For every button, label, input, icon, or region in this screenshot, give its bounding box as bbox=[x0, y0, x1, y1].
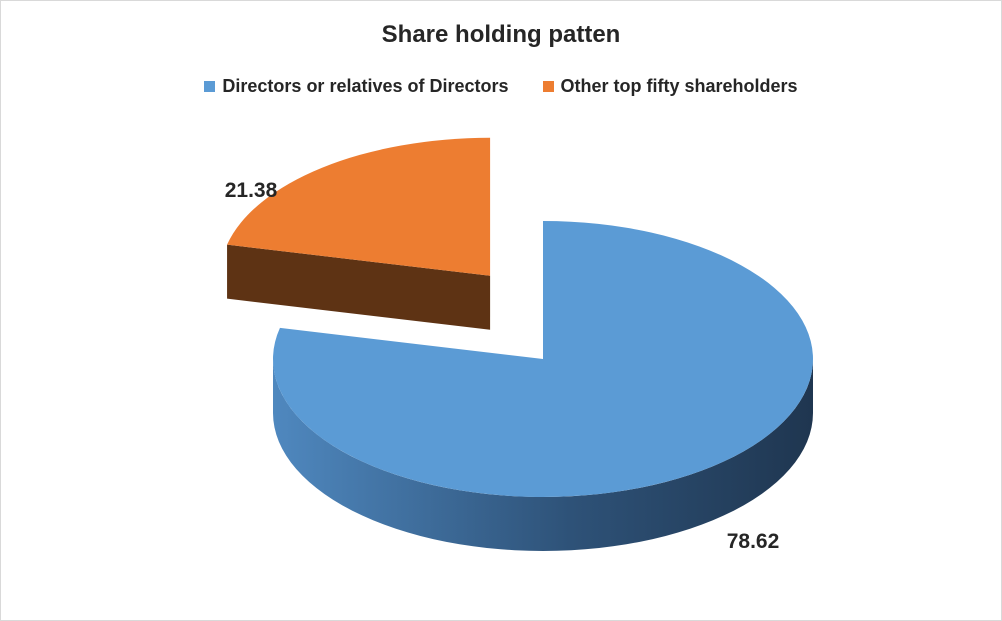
slice-other-top bbox=[227, 137, 491, 276]
slice-directors-rim bbox=[273, 359, 813, 551]
legend-label-directors: Directors or relatives of Directors bbox=[222, 76, 509, 96]
data-label-other: 21.38 bbox=[225, 179, 278, 202]
chart-title: Share holding patten bbox=[381, 21, 621, 48]
legend-swatch-directors bbox=[204, 81, 216, 92]
legend-item-directors: Directors or relatives of Directors bbox=[204, 76, 509, 97]
legend-label-other: Other top fifty shareholders bbox=[560, 76, 798, 96]
legend-swatch-other bbox=[542, 81, 554, 92]
slice-other bbox=[227, 137, 491, 330]
data-label-directors: 78.62 bbox=[727, 530, 780, 553]
slice-directors-top bbox=[272, 221, 813, 497]
legend: Directors or relatives of Directors Othe… bbox=[1, 76, 1001, 97]
slice-directors bbox=[272, 221, 813, 551]
slice-other-cut bbox=[227, 244, 491, 330]
legend-item-other: Other top fifty shareholders bbox=[542, 76, 798, 97]
